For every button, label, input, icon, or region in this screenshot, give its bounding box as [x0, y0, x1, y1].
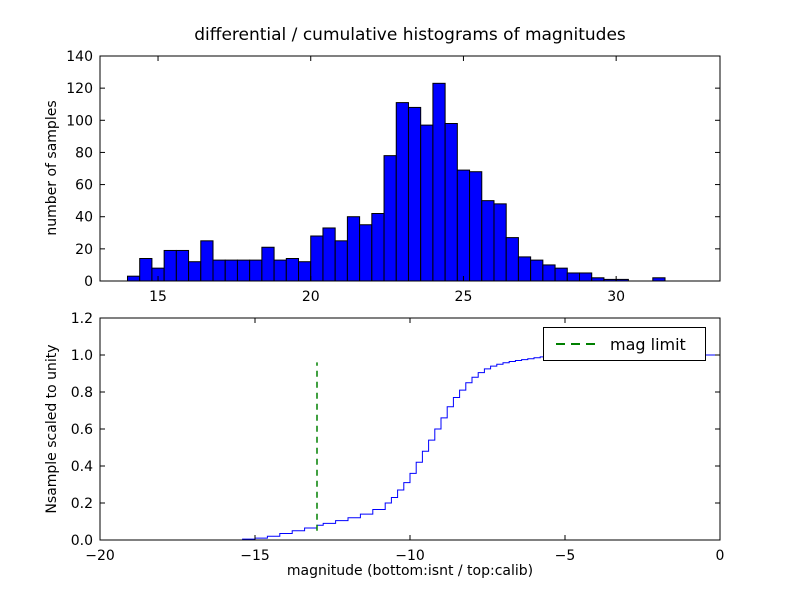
top-y-tick-label: 60: [75, 178, 93, 194]
histogram-bar: [346, 216, 361, 282]
histogram-bar: [236, 259, 251, 282]
histogram-bar: [420, 124, 434, 282]
histogram-bar: [554, 267, 568, 282]
top-y-tick-label: 0: [84, 274, 93, 290]
histogram-bar: [383, 155, 397, 282]
legend: mag limit: [543, 327, 706, 361]
histogram-bar: [175, 249, 190, 282]
top-y-axis-label: number of samples: [44, 100, 60, 236]
histogram-bar: [566, 272, 581, 282]
bottom-y-tick-label: 1.0: [71, 348, 93, 364]
histogram-bar: [359, 224, 373, 282]
histogram-bar: [188, 261, 202, 282]
top-x-tick-label: 15: [149, 289, 167, 305]
histogram-bar: [456, 169, 471, 282]
histogram-bar: [273, 259, 287, 282]
histogram-bar: [444, 123, 458, 282]
histogram-bar: [139, 258, 153, 282]
bottom-y-tick-label: 0.4: [71, 459, 93, 475]
histogram-bar: [517, 256, 532, 282]
histogram-bar: [322, 227, 336, 282]
histogram-bar: [249, 259, 263, 282]
histogram-bar: [505, 237, 519, 282]
legend-line-sample: [556, 343, 598, 345]
histogram-bar: [212, 259, 226, 282]
histogram-bar: [469, 171, 483, 282]
histogram-bar: [285, 258, 300, 282]
top-y-tick-label: 100: [66, 113, 93, 129]
top-y-tick-label: 80: [75, 145, 93, 161]
top-x-tick-label: 25: [455, 289, 473, 305]
histogram-bar: [481, 200, 495, 282]
histogram-bar: [407, 106, 422, 282]
top-y-tick-label: 140: [66, 49, 93, 65]
histogram-bar: [579, 272, 593, 282]
histogram-bar: [334, 240, 348, 282]
chart-title: differential / cumulative histograms of …: [194, 25, 626, 45]
bottom-x-tick-label: −10: [395, 548, 425, 564]
bottom-x-tick-label: 0: [716, 548, 725, 564]
histogram-bar: [432, 82, 446, 282]
histogram-bar: [126, 275, 141, 282]
top-x-tick-label: 20: [302, 289, 320, 305]
histogram-bar: [163, 249, 177, 282]
histogram-bars: [126, 82, 666, 282]
histogram-bar: [200, 240, 214, 282]
histogram-bar: [530, 259, 544, 282]
histogram-bar: [542, 264, 556, 282]
top-x-tick-label: 30: [607, 289, 625, 305]
bottom-x-tick-label: −5: [555, 548, 576, 564]
top-y-tick-label: 40: [75, 210, 93, 226]
histogram-bar: [298, 261, 312, 282]
bottom-y-tick-label: 0.0: [71, 533, 93, 549]
histogram-bar: [371, 213, 385, 282]
histogram-bar: [310, 235, 324, 282]
top-y-tick-label: 120: [66, 81, 93, 97]
top-axes-frame: [99, 55, 721, 282]
histogram-bar: [261, 246, 275, 282]
x-axis-label: magnitude (bottom:isnt / top:calib): [286, 563, 534, 579]
bottom-y-tick-label: 0.6: [71, 422, 93, 438]
bottom-y-tick-label: 1.2: [71, 311, 93, 327]
bottom-y-axis-label: Nsample scaled to unity: [44, 344, 60, 514]
bottom-x-tick-label: −20: [85, 548, 115, 564]
histogram-bar: [224, 259, 238, 282]
top-y-tick-label: 20: [75, 242, 93, 258]
histogram-bar: [395, 102, 409, 282]
histogram-bar: [493, 203, 507, 282]
bottom-y-tick-label: 0.2: [71, 496, 93, 512]
legend-label: mag limit: [610, 334, 686, 354]
bottom-x-tick-label: −15: [240, 548, 270, 564]
bottom-y-tick-label: 0.8: [71, 385, 93, 401]
cumulative-step-line: [224, 354, 720, 541]
